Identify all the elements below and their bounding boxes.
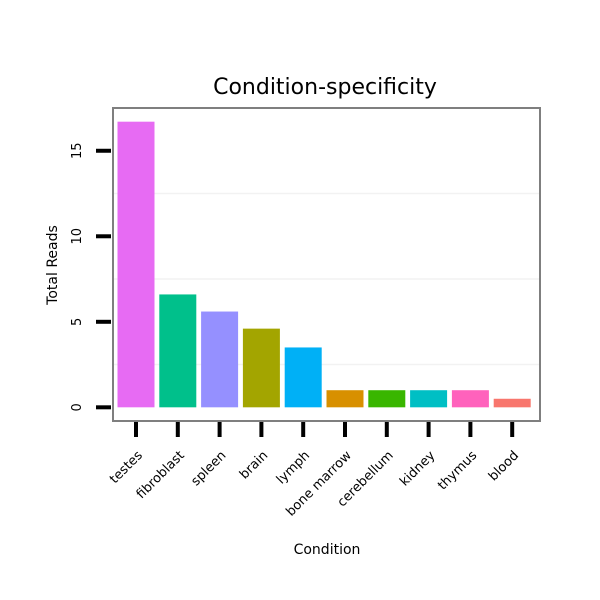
bar-thymus	[451, 390, 489, 408]
bar-brain	[242, 328, 280, 408]
bar-spleen	[201, 311, 239, 408]
y-tick-label: 5	[70, 318, 85, 326]
y-tick-label: 0	[70, 403, 85, 411]
bar-blood	[493, 398, 531, 408]
bar-cerebellum	[368, 390, 406, 408]
bar-kidney	[410, 390, 448, 408]
x-tick-label: spleen	[189, 448, 230, 489]
x-tick-label: testes	[107, 448, 146, 487]
x-tick-label: lymph	[274, 448, 313, 487]
x-tick-label: brain	[237, 448, 271, 482]
x-axis-title: Condition	[294, 542, 361, 558]
plot-panel-border	[112, 107, 541, 422]
chart-title: Condition-specificity	[213, 75, 437, 100]
y-tick-label: 10	[70, 228, 85, 245]
bar-lymph	[284, 347, 322, 408]
x-tick-label: kidney	[397, 448, 438, 489]
y-axis: 0 5 10 15	[70, 142, 111, 411]
y-tick-label: 15	[70, 142, 85, 159]
x-tick-label: thymus	[435, 448, 480, 493]
bars	[117, 121, 531, 408]
bar-testes	[117, 121, 155, 408]
y-axis-title: Total Reads	[45, 225, 61, 306]
bar-fibroblast	[159, 294, 197, 408]
x-tick-label: blood	[486, 448, 522, 484]
bar-bone-marrow	[326, 390, 364, 408]
